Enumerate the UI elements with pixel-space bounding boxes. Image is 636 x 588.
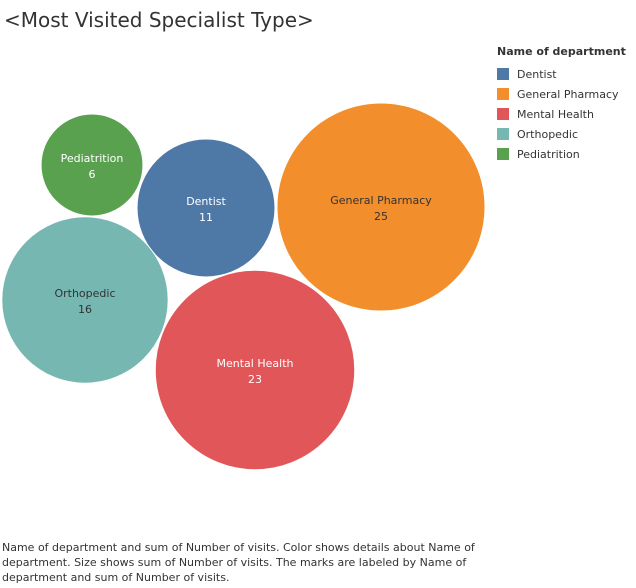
legend-swatch-pediatrition <box>497 148 509 160</box>
bubble-value-general-pharmacy: 25 <box>374 210 388 223</box>
legend: Name of department Dentist General Pharm… <box>497 45 632 164</box>
legend-label-mental-health: Mental Health <box>517 107 594 121</box>
legend-item-orthopedic[interactable]: Orthopedic <box>497 124 632 144</box>
bubble-mental-health[interactable] <box>154 269 356 471</box>
legend-item-dentist[interactable]: Dentist <box>497 64 632 84</box>
bubble-value-pediatrition: 6 <box>89 168 96 181</box>
legend-label-general-pharmacy: General Pharmacy <box>517 87 619 101</box>
bubble-label-pediatrition: Pediatrition <box>61 152 124 165</box>
legend-title: Name of department <box>497 45 626 58</box>
legend-item-general-pharmacy[interactable]: General Pharmacy <box>497 84 632 104</box>
legend-swatch-orthopedic <box>497 128 509 140</box>
bubble-dentist[interactable] <box>136 138 276 278</box>
legend-label-pediatrition: Pediatrition <box>517 147 580 161</box>
legend-swatch-mental-health <box>497 108 509 120</box>
bubble-label-dentist: Dentist <box>186 195 226 208</box>
bubble-orthopedic[interactable] <box>1 216 169 384</box>
bubble-label-orthopedic: Orthopedic <box>54 287 115 300</box>
bubble-value-dentist: 11 <box>199 211 213 224</box>
bubble-value-orthopedic: 16 <box>78 303 92 316</box>
chart-title: <Most Visited Specialist Type> <box>4 8 314 32</box>
legend-label-orthopedic: Orthopedic <box>517 127 579 141</box>
chart-caption: Name of department and sum of Number of … <box>2 541 475 584</box>
bubble-label-mental-health: Mental Health <box>217 357 294 370</box>
legend-label-dentist: Dentist <box>517 67 557 81</box>
bubble-label-general-pharmacy: General Pharmacy <box>330 194 432 207</box>
legend-swatch-general-pharmacy <box>497 88 509 100</box>
legend-item-mental-health[interactable]: Mental Health <box>497 104 632 124</box>
bubble-pediatrition[interactable] <box>40 113 144 217</box>
legend-item-pediatrition[interactable]: Pediatrition <box>497 144 632 164</box>
bubble-general-pharmacy[interactable] <box>276 102 486 312</box>
bubble-value-mental-health: 23 <box>248 373 262 386</box>
legend-swatch-dentist <box>497 68 509 80</box>
